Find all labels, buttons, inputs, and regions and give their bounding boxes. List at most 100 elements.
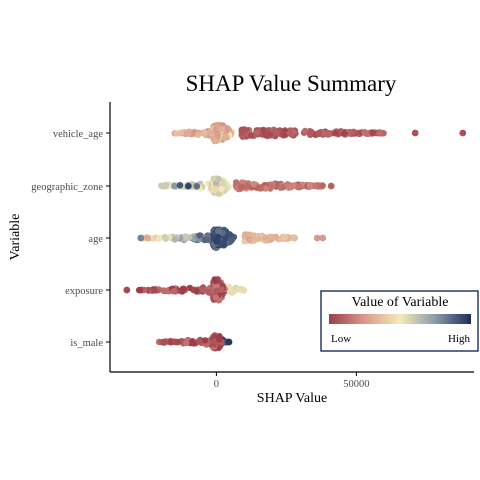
point-age: [214, 236, 221, 243]
point-exposure: [123, 286, 131, 294]
point-age: [272, 233, 280, 240]
point-exposure: [170, 288, 177, 295]
legend-gradient-bar: [329, 314, 471, 324]
point-geographic-zone: [319, 182, 326, 189]
point-vehicle-age: [459, 129, 467, 137]
point-vehicle-age: [184, 129, 192, 137]
point-exposure: [239, 286, 247, 294]
point-geographic-zone: [285, 184, 293, 191]
point-vehicle-age: [239, 133, 246, 140]
point-geographic-zone: [238, 183, 245, 191]
point-exposure: [212, 277, 219, 285]
point-vehicle-age: [411, 129, 419, 137]
point-vehicle-age: [376, 129, 383, 137]
point-exposure: [213, 287, 220, 295]
point-age: [143, 234, 151, 241]
point-vehicle-age: [369, 129, 376, 136]
point-age: [214, 227, 222, 235]
point-geographic-zone: [257, 185, 265, 192]
point-vehicle-age: [316, 129, 323, 137]
point-age: [290, 234, 297, 241]
point-age: [281, 233, 289, 241]
point-geographic-zone: [193, 183, 201, 190]
point-exposure: [200, 286, 208, 293]
point-is-male: [216, 336, 223, 343]
point-vehicle-age: [301, 127, 309, 135]
legend-title: Value of Variable: [352, 295, 449, 310]
point-vehicle-age: [361, 129, 368, 136]
chart-title: SHAP Value Summary: [186, 71, 397, 96]
point-age: [203, 236, 210, 243]
point-age: [255, 235, 262, 242]
point-age: [196, 232, 204, 239]
point-age: [246, 235, 253, 243]
point-geographic-zone: [215, 175, 222, 183]
point-vehicle-age: [214, 132, 222, 139]
point-vehicle-age: [254, 129, 261, 136]
point-vehicle-age: [288, 131, 296, 138]
point-is-male: [182, 339, 190, 347]
point-geographic-zone: [327, 182, 335, 190]
point-exposure: [160, 287, 167, 294]
point-geographic-zone: [244, 182, 251, 190]
point-exposure: [193, 287, 200, 295]
point-is-male: [225, 338, 233, 346]
points-layer: [123, 121, 467, 352]
point-vehicle-age: [173, 130, 180, 137]
point-vehicle-age: [324, 131, 332, 138]
point-geographic-zone: [176, 182, 184, 189]
point-exposure: [136, 287, 144, 294]
y-tick-label: is_male: [70, 338, 103, 349]
point-vehicle-age: [222, 133, 229, 141]
point-age: [137, 234, 145, 242]
point-vehicle-age: [350, 128, 357, 135]
y-tick-label: geographic_zone: [31, 182, 103, 193]
point-vehicle-age: [267, 131, 274, 138]
point-exposure: [212, 294, 220, 301]
point-geographic-zone: [171, 182, 178, 190]
point-age: [313, 234, 321, 242]
point-vehicle-age: [247, 132, 255, 139]
point-geographic-zone: [262, 185, 269, 192]
point-vehicle-age: [200, 129, 208, 136]
point-vehicle-age: [308, 128, 315, 136]
x-tick-label: 50000: [343, 379, 369, 390]
point-vehicle-age: [274, 129, 281, 136]
x-axis-label: SHAP Value: [257, 391, 327, 406]
point-geographic-zone: [311, 182, 319, 190]
point-is-male: [196, 337, 203, 345]
y-tick-label: exposure: [65, 286, 103, 297]
point-age: [162, 235, 169, 242]
point-is-male: [202, 337, 209, 344]
point-vehicle-age: [341, 129, 348, 137]
point-geographic-zone: [269, 182, 276, 189]
point-age: [262, 234, 269, 241]
legend-low-label: Low: [331, 333, 351, 345]
point-geographic-zone: [162, 181, 170, 189]
point-vehicle-age: [332, 130, 339, 137]
x-tick-label: 0: [214, 379, 219, 390]
point-age: [319, 234, 327, 242]
y-axis-label: Variable: [8, 214, 23, 261]
point-geographic-zone: [185, 182, 192, 190]
legend: Value of Variable Low High: [320, 290, 479, 352]
point-geographic-zone: [306, 182, 313, 190]
point-is-male: [190, 340, 198, 347]
point-age: [171, 236, 178, 243]
point-exposure: [151, 286, 158, 294]
point-exposure: [226, 286, 233, 293]
point-geographic-zone: [296, 183, 303, 190]
point-geographic-zone: [277, 184, 284, 191]
point-geographic-zone: [250, 180, 257, 188]
point-vehicle-age: [194, 131, 202, 138]
point-vehicle-age: [241, 127, 249, 134]
point-vehicle-age: [224, 125, 231, 132]
x-ticks: 0 50000: [214, 372, 370, 390]
point-age: [156, 234, 163, 242]
point-exposure: [180, 285, 188, 292]
legend-high-label: High: [448, 333, 471, 345]
point-vehicle-age: [280, 132, 287, 139]
y-tick-label: age: [88, 234, 103, 245]
